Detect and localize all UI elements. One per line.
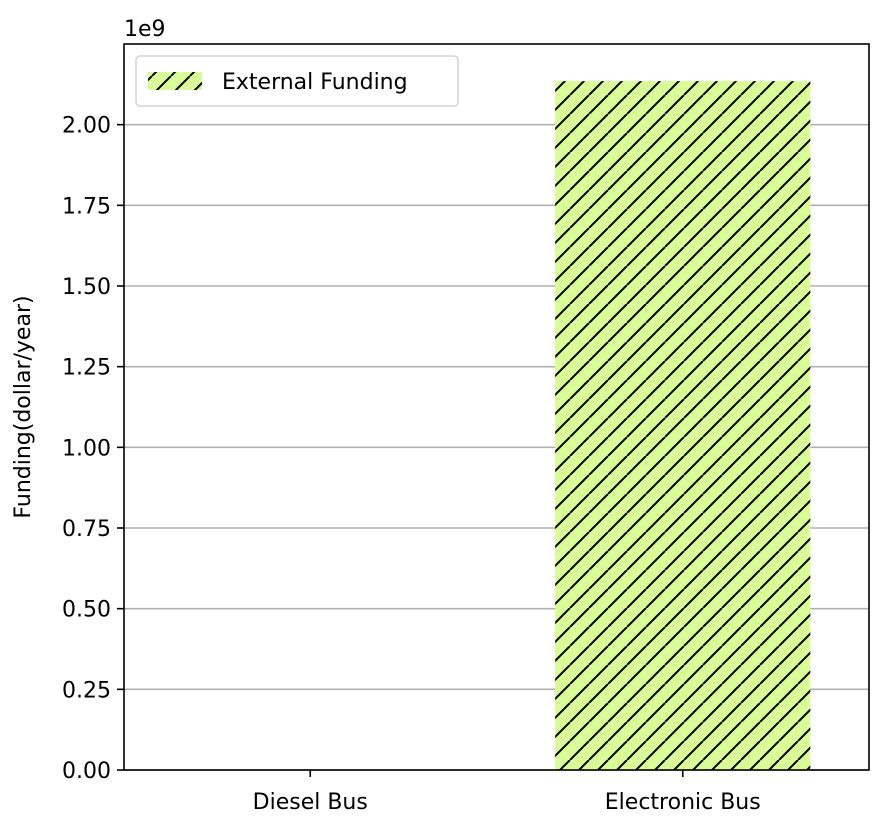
y-tick-label: 0.50 xyxy=(62,598,111,623)
x-ticks: Diesel Bus Electronic Bus xyxy=(253,770,761,815)
x-tick-label: Electronic Bus xyxy=(605,790,761,815)
legend-label-external-funding: External Funding xyxy=(222,70,408,95)
y-tick-label: 1.75 xyxy=(62,194,111,219)
grid-lines xyxy=(124,123,869,771)
legend: External Funding xyxy=(135,55,459,107)
bars xyxy=(555,81,811,770)
x-tick-label: Diesel Bus xyxy=(253,790,368,815)
y-axis-offset-label: 1e9 xyxy=(124,17,166,42)
y-tick-label: 1.00 xyxy=(62,436,111,461)
y-tick-label: 2.00 xyxy=(62,114,111,139)
legend-frame xyxy=(135,55,459,107)
y-tick-label: 1.50 xyxy=(62,275,111,300)
y-ticks: 0.00 0.25 0.50 0.75 1.00 1.25 1.50 1.75 2.00 xyxy=(62,114,124,784)
y-tick-label: 0.75 xyxy=(62,517,111,542)
plot-frame xyxy=(123,43,870,771)
y-tick-label: 0.00 xyxy=(62,759,111,784)
y-tick-label: 1.25 xyxy=(62,356,111,381)
y-axis-label: Funding(dollar/year) xyxy=(11,295,36,518)
legend-swatch-hatch xyxy=(148,72,202,90)
y-tick-label: 0.25 xyxy=(62,678,111,703)
bar-hatch xyxy=(555,81,811,770)
